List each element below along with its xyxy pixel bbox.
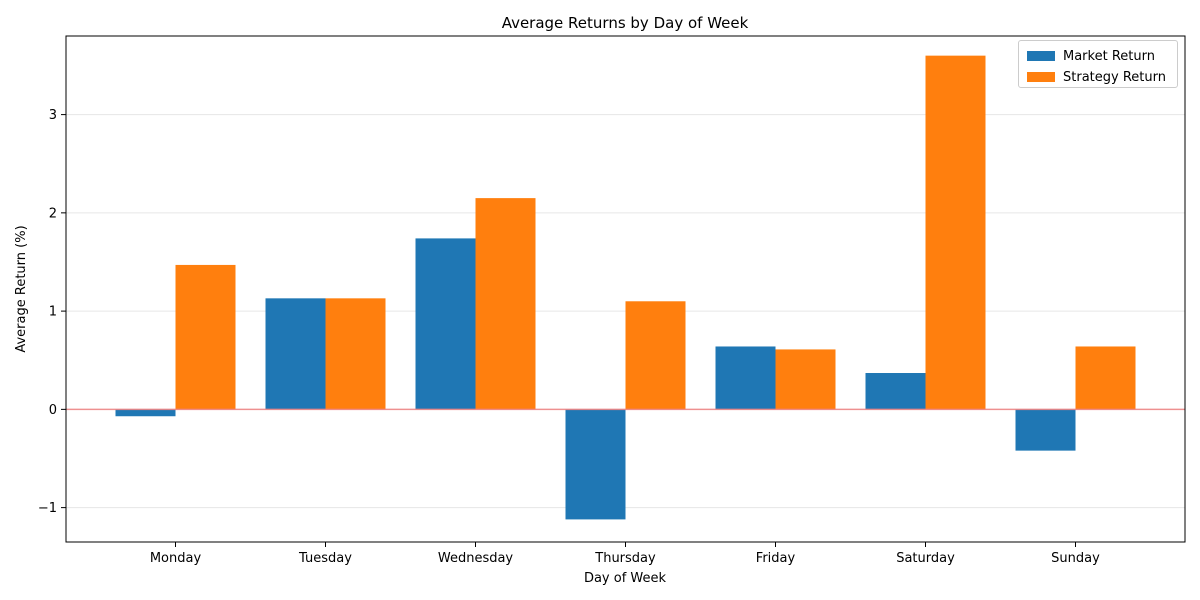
bar-market-return-saturday (865, 373, 926, 410)
bar-market-return-thursday (565, 409, 626, 520)
x-axis-ticks: Monday Tuesday Wednesday Thursday Friday Satu… (150, 542, 1100, 566)
legend: Market Return Strategy Return (1018, 40, 1178, 88)
x-tick-label-tuesday: Tuesday (298, 551, 352, 566)
x-tick-label-saturday: Saturday (896, 551, 955, 566)
x-tick-label-wednesday: Wednesday (438, 551, 514, 566)
legend-swatch-market-return (1027, 51, 1055, 61)
y-tick-label--1: −1 (38, 501, 57, 516)
bar-strategy-return-thursday (625, 301, 686, 410)
y-axis-ticks: −1 0 1 2 3 (38, 108, 66, 516)
bar-market-return-monday (115, 409, 176, 417)
y-tick-label-0: 0 (49, 403, 57, 418)
bar-strategy-return-wednesday (475, 198, 536, 410)
legend-item-strategy-return: Strategy Return (1027, 69, 1166, 85)
bar-market-return-sunday (1015, 409, 1076, 451)
bar-strategy-return-saturday (925, 55, 986, 410)
chart-title: Average Returns by Day of Week (502, 14, 749, 32)
legend-item-market-return: Market Return (1027, 48, 1155, 64)
y-tick-label-2: 2 (49, 206, 57, 221)
bar-strategy-return-monday (175, 264, 236, 410)
y-tick-label-3: 3 (49, 108, 57, 123)
legend-label-strategy-return: Strategy Return (1063, 69, 1166, 85)
bar-market-return-tuesday (265, 298, 326, 410)
y-axis-label: Average Return (%) (14, 225, 29, 352)
legend-swatch-strategy-return (1027, 72, 1055, 82)
bars-layer (115, 55, 1136, 520)
x-tick-label-thursday: Thursday (594, 551, 656, 566)
x-tick-label-friday: Friday (756, 551, 796, 566)
bar-strategy-return-tuesday (325, 298, 386, 410)
x-axis-label: Day of Week (584, 571, 667, 586)
bar-market-return-wednesday (415, 238, 476, 410)
x-tick-label-sunday: Sunday (1051, 551, 1100, 566)
x-tick-label-monday: Monday (150, 551, 202, 566)
bar-strategy-return-friday (775, 349, 836, 410)
bar-market-return-friday (715, 346, 776, 410)
legend-label-market-return: Market Return (1063, 48, 1155, 64)
y-tick-label-1: 1 (49, 305, 57, 320)
bar-strategy-return-sunday (1075, 346, 1136, 410)
